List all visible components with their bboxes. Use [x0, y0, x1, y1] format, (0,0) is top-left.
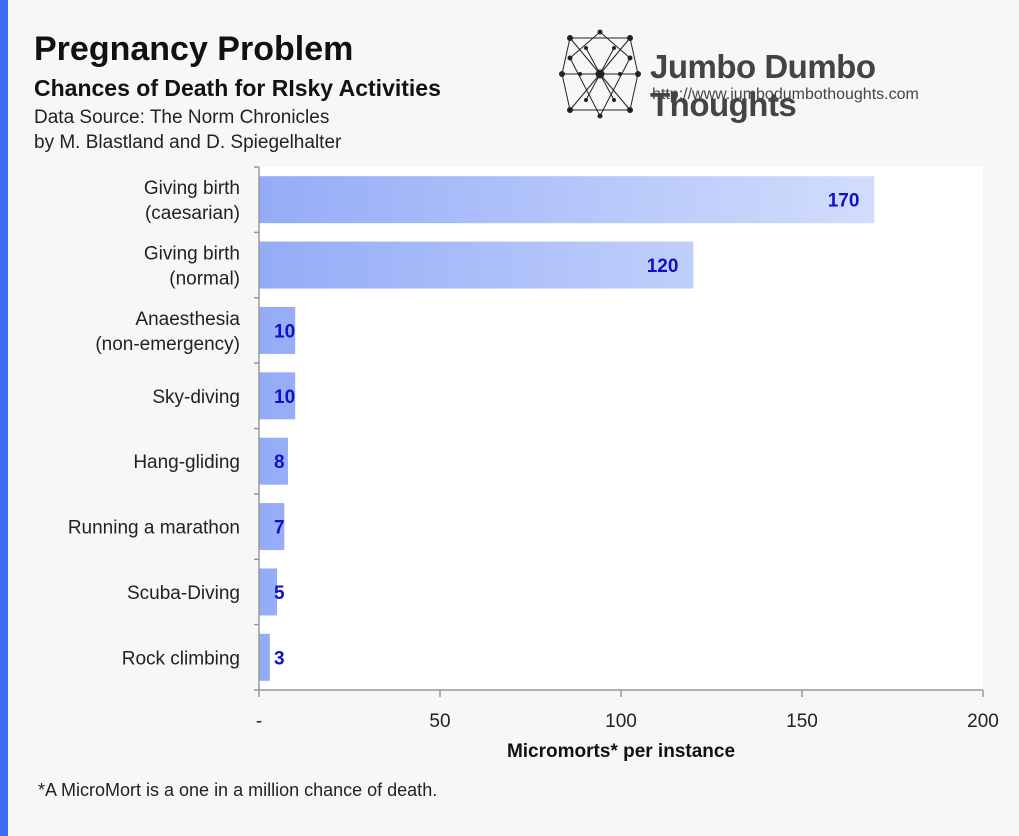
- bar: [259, 241, 694, 289]
- x-tick-label: 50: [429, 711, 450, 732]
- logo-name: Jumbo Dumbo Thoughts: [650, 48, 876, 123]
- data-label: 5: [274, 583, 285, 604]
- data-label: 3: [274, 648, 285, 669]
- x-tick-label: -: [256, 711, 262, 732]
- logo-url: http://www.jumbodumbothoughts.com: [652, 86, 919, 103]
- x-tick-label: 100: [605, 711, 637, 732]
- y-tick-label: Anaesthesia: [135, 309, 240, 330]
- data-label: 120: [647, 256, 679, 277]
- data-label: 7: [274, 518, 285, 539]
- source-line-1: Data Source: The Norm Chronicles: [34, 107, 330, 128]
- y-tick-label: Sky-diving: [152, 387, 240, 408]
- bar: [259, 306, 296, 354]
- chart-subtitle: Chances of Death for RIsky Activities: [34, 75, 441, 101]
- network-logo-icon: [559, 29, 641, 119]
- footnote: *A MicroMort is a one in a million chanc…: [38, 780, 438, 800]
- y-tick-label: Hang-gliding: [133, 452, 240, 473]
- x-tick-label: 200: [967, 711, 999, 732]
- bar: [259, 503, 285, 551]
- y-tick-label: Giving birth: [144, 178, 240, 199]
- y-tick-label: (normal): [169, 269, 240, 290]
- bar: [259, 437, 288, 485]
- y-tick-label: Scuba-Diving: [127, 583, 240, 604]
- data-label: 8: [274, 452, 285, 473]
- y-tick-label: Running a marathon: [68, 518, 240, 539]
- y-tick-label: Giving birth: [144, 244, 240, 265]
- x-tick-label: 150: [786, 711, 818, 732]
- chart-title: Pregnancy Problem: [34, 30, 354, 68]
- source-line-2: by M. Blastland and D. Spiegelhalter: [34, 132, 342, 153]
- y-tick-label: (non-emergency): [95, 334, 240, 355]
- x-axis-label: Micromorts* per instance: [507, 741, 735, 762]
- data-label: 10: [274, 321, 295, 342]
- y-tick-label: Rock climbing: [122, 648, 240, 669]
- data-label: 170: [828, 191, 860, 212]
- bar: [259, 176, 875, 224]
- bar: [259, 372, 296, 420]
- data-label: 10: [274, 387, 295, 408]
- data-source: Data Source: The Norm Chronicles by M. B…: [34, 105, 341, 155]
- left-accent-bar: [0, 0, 8, 836]
- y-tick-label: (caesarian): [145, 203, 240, 224]
- bar: [259, 633, 270, 681]
- bar: [259, 568, 278, 616]
